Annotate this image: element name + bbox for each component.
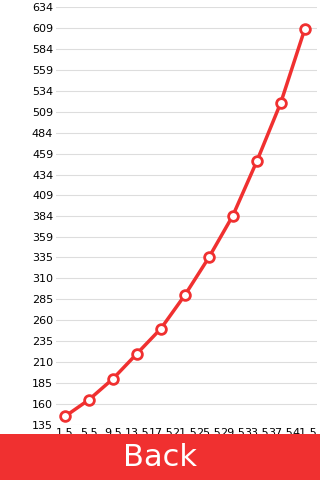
Text: Back: Back	[123, 443, 197, 472]
